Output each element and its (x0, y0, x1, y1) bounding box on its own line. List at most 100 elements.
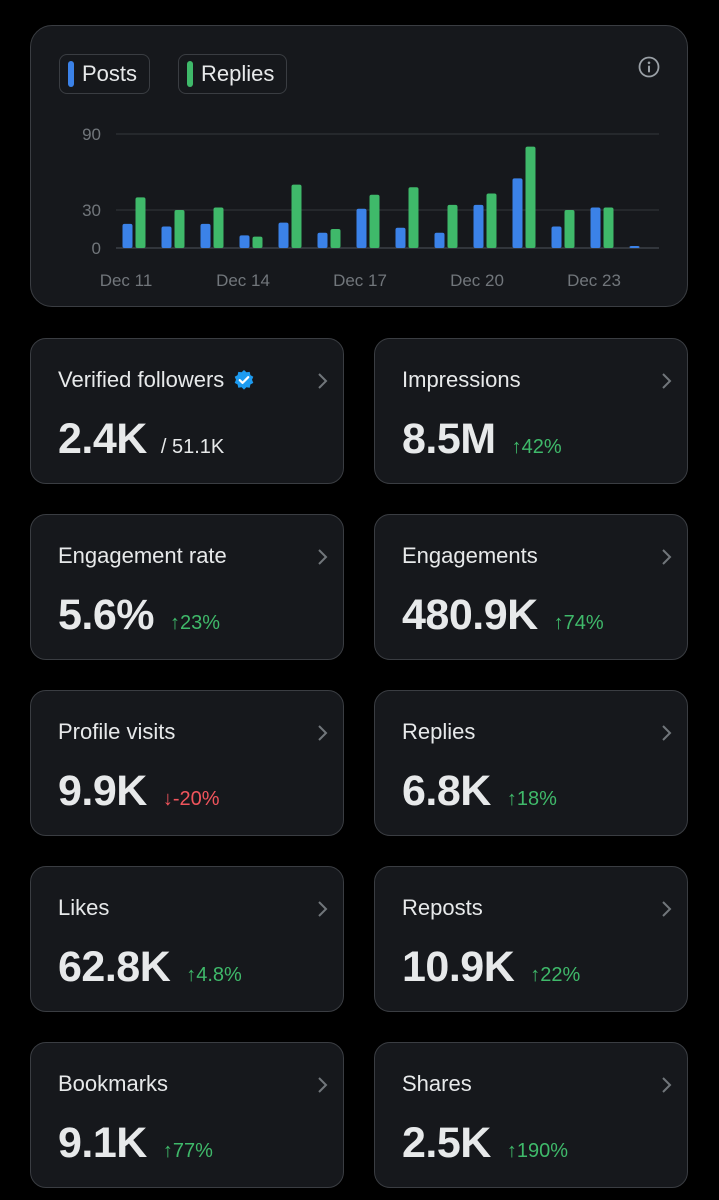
stat-value-row: 2.5K ↑190% (402, 1119, 568, 1168)
stat-card-engagements[interactable]: Engagements 480.9K ↑74% (374, 514, 688, 660)
stat-change: ↑4.8% (186, 964, 242, 987)
bar-replies-dec-12[interactable] (174, 210, 185, 248)
stat-value: 6.8K (402, 767, 491, 815)
bar-posts-dec-12[interactable] (161, 226, 172, 248)
verified-badge-icon (235, 370, 254, 390)
arrow-up-icon: ↑ (511, 436, 522, 458)
stat-card-engagement-rate[interactable]: Engagement rate 5.6% ↑23% (30, 514, 344, 660)
stat-change-value: 190% (516, 1140, 568, 1162)
x-tick-label: Dec 20 (450, 271, 504, 290)
stat-label-text: Shares (402, 1071, 472, 1096)
bar-posts-dec-17[interactable] (356, 208, 367, 248)
bar-posts-dec-11[interactable] (122, 223, 133, 248)
chevron-right-icon (318, 901, 328, 917)
arrow-up-icon: ↑ (186, 964, 197, 986)
stat-label: Bookmarks (58, 1071, 168, 1097)
bar-posts-dec-16[interactable] (317, 232, 328, 248)
bar-chart: 0 30 90 Dec 11 Dec 14 Dec 17 Dec 20 Dec 23 (82, 125, 659, 290)
bar-replies-dec-13[interactable] (213, 207, 224, 248)
stat-card-shares[interactable]: Shares 2.5K ↑190% (374, 1042, 688, 1188)
stat-change-value: -20% (172, 788, 220, 810)
arrow-up-icon: ↑ (162, 1140, 173, 1162)
stat-change-value: 4.8% (196, 964, 242, 986)
bar-replies-dec-17[interactable] (369, 194, 380, 248)
stat-change: ↑74% (554, 612, 604, 635)
stat-change-value: 42% (521, 436, 562, 458)
stat-label: Impressions (402, 367, 521, 393)
bar-replies-dec-19[interactable] (447, 204, 458, 248)
bar-posts-dec-22[interactable] (551, 226, 562, 248)
stat-value-row: 5.6% ↑23% (58, 591, 220, 640)
stat-value-row: 9.9K ↓-20% (58, 767, 220, 816)
stat-label: Profile visits (58, 719, 175, 745)
bar-replies-dec-21[interactable] (525, 146, 536, 248)
bar-posts-dec-19[interactable] (434, 232, 445, 248)
legend-posts-swatch (68, 61, 74, 87)
stat-value: 62.8K (58, 943, 171, 991)
stat-label: Likes (58, 895, 109, 921)
chevron-right-icon (318, 1077, 328, 1093)
legend-posts-chip[interactable]: Posts (59, 54, 151, 94)
stat-label-text: Bookmarks (58, 1071, 169, 1096)
stat-value: 9.9K (58, 767, 147, 815)
bar-posts-dec-24[interactable] (629, 246, 640, 248)
stat-card-verified-followers[interactable]: Verified followers 2.4K / 51.1K (30, 338, 344, 484)
legend-replies-chip[interactable]: Replies (178, 54, 288, 94)
stat-value: 5.6% (58, 591, 155, 639)
bar-replies-dec-15[interactable] (291, 184, 302, 248)
stat-label-text: Likes (58, 895, 110, 920)
chevron-right-icon (318, 549, 328, 565)
stat-label-text: Impressions (402, 367, 521, 392)
stat-change: ↑77% (163, 1140, 213, 1163)
y-tick-label: 90 (82, 125, 101, 144)
stat-change-value: 23% (180, 612, 221, 634)
bar-posts-dec-14[interactable] (239, 235, 250, 248)
bar-posts-dec-18[interactable] (395, 227, 406, 248)
stat-value-row: 2.4K / 51.1K (58, 415, 224, 464)
stat-value-row: 480.9K ↑74% (402, 591, 604, 640)
chevron-right-icon (662, 901, 672, 917)
bar-replies-dec-18[interactable] (408, 187, 419, 248)
stat-card-profile-visits[interactable]: Profile visits 9.9K ↓-20% (30, 690, 344, 836)
x-tick-label: Dec 23 (567, 271, 621, 290)
stat-card-replies[interactable]: Replies 6.8K ↑18% (374, 690, 688, 836)
arrow-up-icon: ↑ (530, 964, 541, 986)
chevron-right-icon (662, 1077, 672, 1093)
bar-posts-dec-21[interactable] (512, 178, 523, 248)
stat-label-text: Reposts (402, 895, 483, 920)
chevron-right-icon (318, 725, 328, 741)
legend-replies-swatch (187, 61, 193, 87)
stat-value: 480.9K (402, 591, 538, 639)
bar-replies-dec-11[interactable] (135, 197, 146, 248)
legend-posts-label: Posts (82, 61, 138, 86)
arrow-up-icon: ↑ (170, 612, 181, 634)
y-tick-label: 0 (92, 239, 101, 258)
x-tick-label: Dec 14 (216, 271, 270, 290)
arrow-down-icon: ↓ (162, 788, 173, 810)
stat-change-value: 74% (563, 612, 604, 634)
bar-replies-dec-14[interactable] (252, 236, 263, 248)
stat-card-likes[interactable]: Likes 62.8K ↑4.8% (30, 866, 344, 1012)
bar-replies-dec-16[interactable] (330, 229, 341, 248)
bar-posts-dec-20[interactable] (473, 204, 484, 248)
stat-label: Verified followers (58, 367, 255, 393)
stat-value-row: 62.8K ↑4.8% (58, 943, 242, 992)
stat-label: Reposts (402, 895, 483, 921)
bar-replies-dec-22[interactable] (564, 210, 575, 248)
stat-label: Replies (402, 719, 475, 745)
bar-replies-dec-23[interactable] (603, 207, 614, 248)
chevron-right-icon (318, 373, 328, 389)
stat-card-bookmarks[interactable]: Bookmarks 9.1K ↑77% (30, 1042, 344, 1188)
bar-posts-dec-23[interactable] (590, 207, 601, 248)
arrow-up-icon: ↑ (506, 1140, 517, 1162)
stat-card-impressions[interactable]: Impressions 8.5M ↑42% (374, 338, 688, 484)
bar-posts-dec-15[interactable] (278, 222, 289, 248)
bar-posts-dec-13[interactable] (200, 223, 211, 248)
stat-change: ↑18% (507, 788, 557, 811)
stat-label: Engagement rate (58, 543, 227, 569)
stat-label-text: Engagements (402, 543, 538, 568)
info-icon[interactable] (638, 56, 660, 78)
bar-replies-dec-20[interactable] (486, 193, 497, 248)
stat-card-reposts[interactable]: Reposts 10.9K ↑22% (374, 866, 688, 1012)
stat-change: ↓-20% (163, 788, 220, 811)
